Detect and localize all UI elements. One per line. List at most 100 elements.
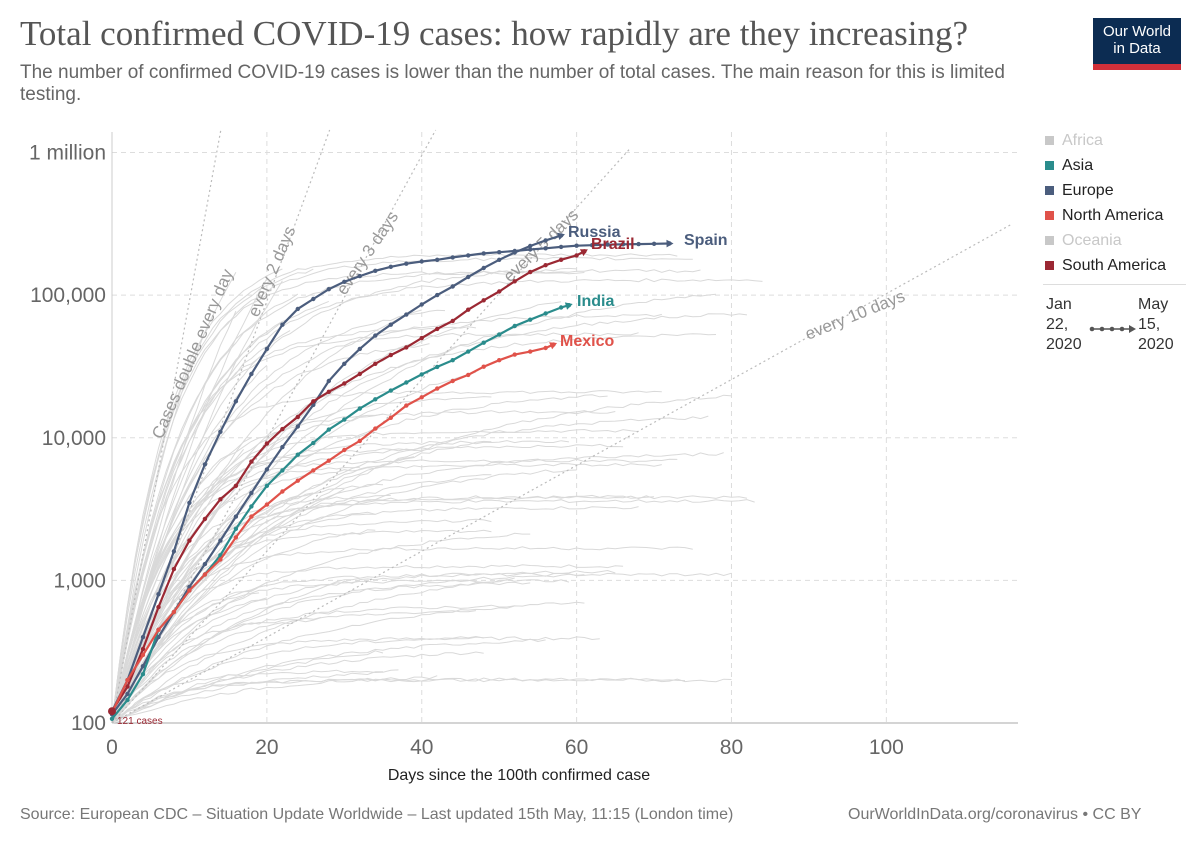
data-point[interactable]: [311, 399, 316, 404]
data-point[interactable]: [497, 250, 502, 255]
data-point[interactable]: [187, 588, 192, 593]
data-point[interactable]: [218, 497, 223, 502]
data-point[interactable]: [342, 447, 347, 453]
data-point[interactable]: [574, 253, 579, 258]
data-point[interactable]: [543, 238, 548, 243]
data-point[interactable]: [481, 340, 486, 345]
data-point[interactable]: [295, 452, 300, 457]
data-point[interactable]: [543, 246, 548, 251]
data-point[interactable]: [481, 364, 486, 369]
data-point[interactable]: [171, 609, 177, 615]
data-point[interactable]: [295, 478, 300, 483]
data-point[interactable]: [620, 242, 626, 247]
data-point[interactable]: [512, 279, 517, 284]
legend-item[interactable]: Europe: [1043, 178, 1193, 203]
data-point[interactable]: [140, 672, 146, 677]
data-point[interactable]: [481, 251, 486, 256]
data-point[interactable]: [202, 561, 208, 567]
data-point[interactable]: [543, 345, 548, 351]
data-point[interactable]: [249, 504, 254, 509]
data-point[interactable]: [187, 500, 192, 505]
data-point[interactable]: [357, 371, 362, 377]
data-point[interactable]: [295, 424, 300, 429]
data-point[interactable]: [280, 468, 285, 473]
data-point[interactable]: [543, 263, 548, 268]
data-point[interactable]: [450, 318, 455, 324]
data-point[interactable]: [388, 415, 393, 420]
data-point[interactable]: [450, 358, 455, 363]
series-line-russia[interactable]: [111, 234, 562, 715]
data-point[interactable]: [249, 459, 254, 464]
data-point[interactable]: [233, 399, 239, 404]
data-point[interactable]: [388, 264, 393, 269]
data-point[interactable]: [326, 378, 331, 384]
data-point[interactable]: [528, 269, 533, 275]
data-point[interactable]: [435, 257, 440, 262]
data-point[interactable]: [497, 332, 502, 337]
data-point[interactable]: [357, 406, 362, 411]
data-point[interactable]: [218, 538, 223, 543]
credit-link[interactable]: OurWorldInData.org/coronavirus • CC BY: [848, 806, 1142, 823]
data-point[interactable]: [249, 514, 254, 519]
data-point[interactable]: [233, 483, 239, 488]
data-point[interactable]: [156, 592, 161, 597]
data-point[interactable]: [326, 389, 331, 394]
data-point[interactable]: [543, 311, 548, 316]
data-point[interactable]: [466, 349, 471, 354]
data-point[interactable]: [125, 677, 130, 683]
data-point[interactable]: [140, 652, 146, 658]
data-point[interactable]: [512, 250, 517, 255]
data-point[interactable]: [435, 292, 440, 298]
data-point[interactable]: [218, 429, 223, 434]
data-point[interactable]: [435, 364, 440, 370]
data-point[interactable]: [497, 358, 502, 363]
data-point[interactable]: [404, 380, 409, 385]
data-point[interactable]: [140, 634, 146, 640]
data-point[interactable]: [558, 257, 564, 262]
data-point[interactable]: [651, 241, 657, 246]
data-point[interactable]: [233, 514, 239, 519]
data-point[interactable]: [419, 259, 424, 264]
data-point[interactable]: [109, 716, 115, 721]
data-point[interactable]: [388, 322, 393, 327]
data-point[interactable]: [357, 346, 362, 352]
data-point[interactable]: [373, 333, 378, 338]
data-point[interactable]: [435, 386, 440, 391]
data-point[interactable]: [311, 296, 316, 302]
data-point[interactable]: [140, 646, 146, 652]
data-point[interactable]: [249, 371, 254, 377]
data-point[interactable]: [187, 538, 192, 543]
data-point[interactable]: [140, 664, 146, 669]
data-point[interactable]: [558, 244, 564, 250]
data-point[interactable]: [125, 697, 130, 703]
data-point[interactable]: [481, 298, 486, 303]
data-point[interactable]: [233, 526, 239, 531]
data-point[interactable]: [311, 440, 316, 446]
data-point[interactable]: [481, 265, 486, 271]
data-point[interactable]: [264, 441, 270, 446]
data-point[interactable]: [450, 255, 455, 260]
data-point[interactable]: [342, 279, 347, 284]
data-point[interactable]: [404, 312, 409, 317]
data-point[interactable]: [264, 346, 270, 352]
data-point[interactable]: [280, 444, 285, 450]
legend-item[interactable]: Oceania: [1043, 228, 1193, 253]
data-point[interactable]: [156, 627, 161, 632]
owid-logo[interactable]: Our World in Data: [1093, 18, 1181, 70]
series-line-mexico[interactable]: [111, 343, 554, 714]
data-point[interactable]: [326, 427, 331, 432]
data-point[interactable]: [574, 243, 579, 248]
data-point[interactable]: [512, 352, 517, 357]
data-point[interactable]: [357, 438, 362, 444]
series-line-brazil[interactable]: [111, 250, 585, 712]
data-point[interactable]: [125, 691, 130, 697]
data-point[interactable]: [280, 426, 285, 432]
data-point[interactable]: [264, 467, 270, 472]
data-point[interactable]: [171, 549, 177, 554]
data-point[interactable]: [125, 684, 130, 689]
data-point[interactable]: [450, 284, 455, 289]
data-point[interactable]: [528, 317, 533, 322]
legend-item[interactable]: Asia: [1043, 153, 1193, 178]
data-point[interactable]: [342, 417, 347, 422]
data-point[interactable]: [311, 468, 316, 473]
